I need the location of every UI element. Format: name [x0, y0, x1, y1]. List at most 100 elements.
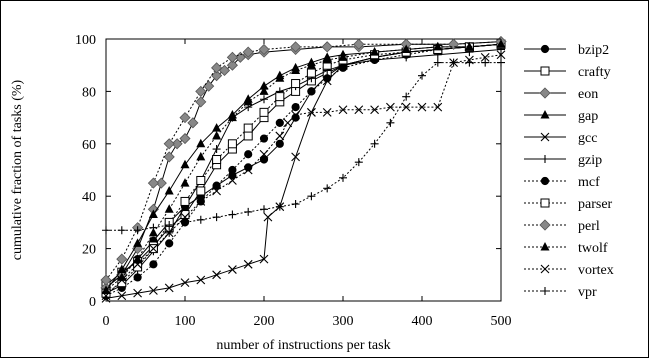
data-point-vortex	[283, 118, 293, 128]
data-point-gcc	[228, 265, 237, 274]
data-point-vortex	[386, 102, 395, 112]
data-point-twolf	[259, 86, 269, 95]
data-point-gcc	[212, 270, 221, 280]
legend-label-gcc: gcc	[578, 131, 597, 146]
data-point-gap	[180, 159, 190, 169]
data-point-parser	[212, 155, 222, 165]
data-point-vpr	[244, 207, 253, 216]
legend-marker-gap	[540, 110, 550, 119]
data-point-vpr	[102, 226, 110, 235]
data-point-vpr	[133, 226, 142, 235]
data-point-parser	[196, 175, 206, 185]
data-point-vpr	[275, 202, 284, 211]
legend-marker-parser	[540, 198, 550, 208]
data-point-vortex	[243, 165, 253, 175]
series-vpr	[102, 58, 505, 235]
legend-item-crafty: crafty	[524, 65, 611, 80]
data-point-twolf	[433, 41, 443, 51]
data-point-eon	[226, 59, 238, 71]
data-point-vortex	[259, 149, 269, 159]
data-point-gzip	[260, 95, 268, 104]
legend-label-vortex: vortex	[578, 263, 614, 278]
data-point-crafty	[243, 131, 253, 141]
legend: bzip2 crafty eon gap gcc gzip mcf parser perl two…	[524, 43, 614, 300]
data-point-parser	[227, 139, 237, 149]
data-point-mcf	[165, 239, 174, 248]
data-point-perl	[211, 62, 223, 74]
data-point-twolf	[227, 112, 237, 122]
legend-label-crafty: crafty	[578, 65, 611, 80]
data-point-mcf	[291, 103, 300, 112]
legend-item-gzip: gzip	[524, 153, 602, 168]
data-point-gap	[164, 185, 174, 195]
x-tick-label: 200	[254, 314, 275, 329]
data-point-mcf	[307, 87, 316, 96]
y-tick-label: 0	[89, 295, 96, 310]
data-point-mcf	[323, 74, 332, 83]
data-point-twolf	[101, 285, 111, 295]
data-point-twolf	[212, 130, 222, 140]
data-point-perl	[321, 41, 333, 53]
data-point-vpr	[339, 173, 347, 182]
data-point-perl	[163, 138, 175, 150]
legend-marker-twolf	[540, 242, 550, 251]
x-tick-label: 100	[175, 314, 196, 329]
data-point-eon	[171, 138, 183, 150]
legend-label-eon: eon	[578, 87, 598, 102]
data-point-twolf	[306, 60, 316, 69]
data-point-bzip2	[259, 155, 269, 164]
data-point-vpr	[497, 58, 505, 67]
series-line-gap	[105, 43, 502, 291]
data-point-vortex	[307, 107, 316, 117]
data-point-vpr	[354, 158, 363, 167]
series-line-bzip2	[105, 43, 502, 289]
legend-item-vortex: vortex	[524, 263, 614, 278]
y-axis-label: cumulative fraction of tasks (%)	[10, 79, 25, 260]
data-point-vpr	[402, 92, 411, 101]
data-point-mcf	[149, 260, 158, 269]
data-point-eon	[203, 80, 215, 92]
legend-marker-vpr	[541, 287, 549, 295]
y-tick-label: 60	[82, 138, 96, 153]
data-point-vpr	[228, 210, 237, 219]
x-tick-label: 500	[491, 314, 512, 329]
data-point-gap	[148, 209, 158, 219]
series-gzip	[102, 45, 505, 298]
legend-item-twolf: twolf	[524, 241, 608, 256]
data-point-parser	[180, 196, 190, 206]
data-point-twolf	[243, 96, 253, 106]
data-point-bzip2	[275, 139, 284, 148]
data-point-mcf	[228, 165, 237, 175]
series-eon	[100, 36, 507, 294]
legend-marker-vortex	[540, 264, 550, 274]
legend-marker-mcf	[540, 176, 550, 186]
data-point-vpr	[181, 218, 189, 227]
data-point-perl	[353, 38, 365, 50]
data-point-eon	[195, 96, 207, 108]
data-point-vpr	[117, 226, 126, 235]
data-point-mcf	[259, 134, 269, 143]
y-tick-label: 20	[82, 243, 96, 258]
data-point-vpr	[291, 200, 300, 209]
data-point-perl	[116, 253, 128, 265]
data-point-vpr	[386, 118, 395, 127]
data-point-vortex	[480, 52, 490, 62]
data-point-twolf	[464, 41, 474, 51]
legend-label-perl: perl	[578, 219, 600, 234]
series-perl	[100, 36, 507, 286]
data-point-vpr	[212, 213, 221, 222]
data-point-gcc	[180, 278, 190, 288]
series-vortex	[101, 50, 506, 301]
legend-label-twolf: twolf	[578, 241, 608, 256]
data-point-gcc	[117, 291, 127, 301]
data-point-parser	[291, 79, 301, 89]
data-point-mcf	[244, 150, 253, 159]
data-point-perl	[242, 46, 254, 58]
data-point-gcc	[259, 254, 269, 264]
x-tick-label: 0	[103, 314, 110, 329]
data-point-vpr	[149, 223, 158, 232]
legend-item-mcf: mcf	[524, 175, 600, 190]
data-point-vortex	[180, 212, 190, 222]
series-line-vortex	[105, 54, 502, 297]
